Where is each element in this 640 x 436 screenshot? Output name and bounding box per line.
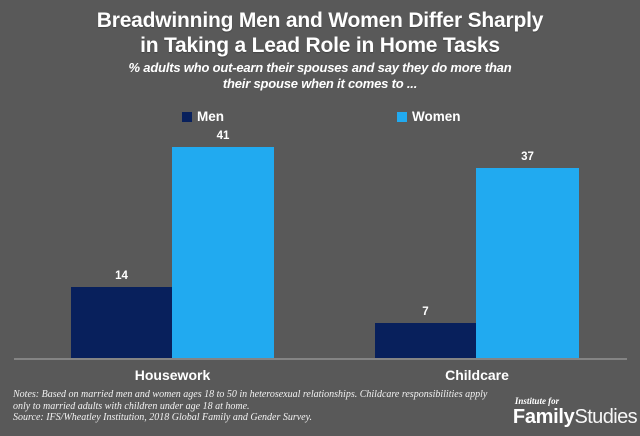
bar-women-housework: 41 (172, 130, 274, 359)
subtitle-line-1: % adults who out-earn their spouses and … (128, 60, 512, 75)
legend-item-men: Men (182, 109, 224, 124)
chart-subtitle: % adults who out-earn their spouses and … (0, 60, 640, 92)
ifs-logo: Institute for FamilyStudies (512, 396, 638, 428)
bar-value-women-housework: 41 (216, 130, 230, 142)
bar-value-men-housework: 14 (115, 270, 128, 282)
bar-men-housework: 14 (71, 270, 172, 359)
category-label-childcare: Childcare (445, 367, 509, 383)
chart-legend: Men Women (0, 109, 640, 125)
title-line-1: Breadwinning Men and Women Differ Sharpl… (96, 9, 544, 32)
logo-family-studies: FamilyStudies (512, 406, 638, 428)
bar-value-women-childcare: 37 (521, 151, 534, 163)
logo-institute-for: Institute for (514, 396, 560, 406)
logo-family: Family (512, 406, 575, 428)
notes-line-2: only to married adults with children und… (13, 400, 250, 412)
category-label-housework: Housework (134, 367, 211, 383)
title-line-2: in Taking a Lead Role in Home Tasks (140, 33, 500, 57)
chart-notes: Notes: Based on married men and women ag… (13, 389, 518, 424)
legend-label-women: Women (412, 109, 461, 124)
subtitle-line-2: their spouse when it comes to ... (222, 76, 418, 91)
legend-item-women: Women (397, 109, 461, 124)
legend-swatch-men-icon (182, 111, 192, 122)
notes-line-1: Notes: Based on married men and women ag… (13, 389, 488, 400)
legend-swatch-women-icon (397, 111, 407, 122)
x-axis-baseline (14, 358, 627, 360)
page-title: Breadwinning Men and Women Differ Sharpl… (0, 9, 640, 58)
source-line: Source: IFS/Wheatley Institution, 2018 G… (13, 412, 313, 424)
bar-value-men-childcare: 7 (422, 306, 429, 318)
legend-label-men: Men (197, 109, 224, 124)
bar-men-childcare: 7 (375, 306, 476, 359)
bar-women-childcare: 37 (476, 151, 579, 359)
logo-studies: Studies (574, 406, 637, 428)
